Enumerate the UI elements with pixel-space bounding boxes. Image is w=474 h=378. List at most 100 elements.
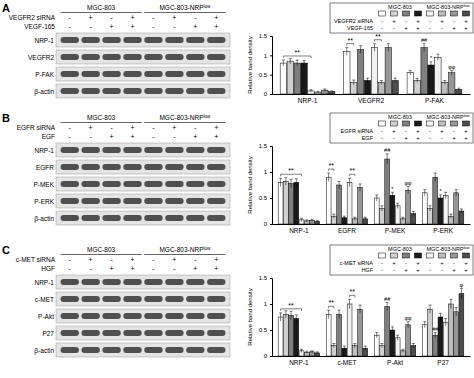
blot-band: [165, 347, 183, 353]
treatment-sign: +: [130, 265, 134, 272]
error-bar-stem: [296, 315, 297, 322]
x-axis: NRP-1EGFRP-MEKP-ERK: [273, 224, 471, 234]
treatment-sign: -: [69, 133, 72, 140]
panel-letter: A: [2, 2, 10, 14]
error-bar-cap: [434, 173, 437, 174]
cell-line-sup: low: [203, 246, 211, 251]
error-bar-cap: [450, 70, 453, 71]
blot-band: [207, 88, 225, 94]
y-tick: 1: [264, 53, 272, 59]
bar: [326, 314, 331, 356]
blot-band: [186, 198, 204, 204]
error-bar-cap: [380, 343, 383, 344]
error-bar: [455, 308, 458, 316]
error-bar: [450, 70, 453, 75]
error-bar-cap: [290, 311, 293, 312]
error-bar-stem: [354, 344, 355, 348]
x-tick: P27: [437, 356, 449, 366]
blot-band: [186, 147, 204, 153]
error-bar-cap: [316, 351, 319, 352]
legend-sign: -: [393, 25, 395, 31]
error-bar-stem: [328, 310, 329, 318]
legend-sign: +: [416, 128, 420, 134]
treatment-sign: +: [172, 14, 176, 21]
blot-band: [123, 296, 141, 302]
error-bar-cap: [401, 349, 404, 350]
cell-line-name: MGC-803-NRP: [159, 246, 203, 253]
error-bar: [416, 79, 419, 83]
error-bar-stem: [328, 173, 329, 181]
bar: [443, 195, 448, 224]
legend-sign: +: [440, 18, 444, 24]
significance-bracket: [329, 306, 334, 308]
blot-band: [207, 198, 225, 204]
x-tick: NRP-1: [298, 94, 318, 104]
error-bar: [409, 70, 412, 75]
error-bar-stem: [374, 44, 375, 52]
error-bar-cap: [443, 80, 446, 81]
significance-label: ##: [432, 326, 439, 332]
bar: [407, 73, 413, 94]
blot-band: [207, 215, 225, 221]
error-bar: [391, 327, 394, 333]
error-bar-stem: [450, 299, 451, 308]
bar: [294, 319, 299, 356]
blot-strip: [56, 160, 230, 174]
significance-label: φ: [460, 282, 464, 288]
legend-swatch: [463, 11, 470, 16]
y-tick-label: 0: [264, 353, 268, 359]
legend-swatch: [379, 121, 386, 126]
error-bar-cap: [457, 88, 460, 89]
legend-swatch: [451, 121, 458, 126]
blot-band: [186, 347, 204, 353]
treatment-sign: +: [214, 14, 218, 21]
error-bar-stem: [301, 218, 302, 221]
error-bar: [359, 46, 362, 54]
error-bar-cap: [460, 288, 463, 289]
bar: [283, 314, 288, 356]
x-axis-line: [273, 356, 471, 357]
error-bar-cap: [332, 214, 335, 215]
blot-band: [165, 313, 183, 319]
bar: [337, 314, 342, 356]
y-tick: 1: [264, 169, 272, 175]
error-bar: [345, 48, 348, 56]
blot-band: [144, 347, 162, 353]
error-bar-stem: [381, 344, 382, 348]
legend-swatch: [403, 253, 410, 258]
legend-swatch: [427, 253, 434, 258]
blot-band: [81, 296, 99, 302]
legend-swatch: [451, 253, 458, 258]
blot-band: [207, 279, 225, 285]
significance-label: **: [349, 288, 355, 295]
error-bar-stem: [402, 217, 403, 220]
error-bar: [332, 344, 335, 348]
legend-sign: +: [464, 128, 468, 134]
legend-treatment-label: VEGFR2 siRNA: [334, 18, 373, 24]
error-bar-stem: [392, 192, 393, 198]
y-axis: 00.511.5: [259, 143, 273, 227]
blot-band: [102, 37, 120, 43]
error-bar-stem: [430, 206, 431, 211]
y-tick: 0.5: [259, 327, 272, 333]
error-bar-cap: [284, 310, 287, 311]
significance-label: ##: [384, 147, 391, 153]
error-bar-cap: [309, 89, 312, 90]
error-bar-stem: [360, 305, 361, 313]
treatment-sign: +: [89, 124, 93, 131]
cell-line-label: MGC-803-NRPlow: [426, 246, 469, 252]
error-bar-cap: [412, 211, 415, 212]
error-bar-cap: [430, 61, 433, 62]
blot-band: [165, 37, 183, 43]
error-bar-cap: [375, 194, 378, 195]
blot-band: [81, 37, 99, 43]
treatment-sign: +: [130, 256, 134, 263]
error-bar: [316, 220, 319, 222]
cell-line-name: MGC-803-NRP: [159, 114, 203, 121]
bar: [414, 80, 420, 94]
error-bar: [289, 58, 292, 63]
blot-band: [144, 198, 162, 204]
error-bar: [386, 154, 389, 164]
error-bar-stem: [435, 333, 436, 338]
error-bar-cap: [429, 205, 432, 206]
